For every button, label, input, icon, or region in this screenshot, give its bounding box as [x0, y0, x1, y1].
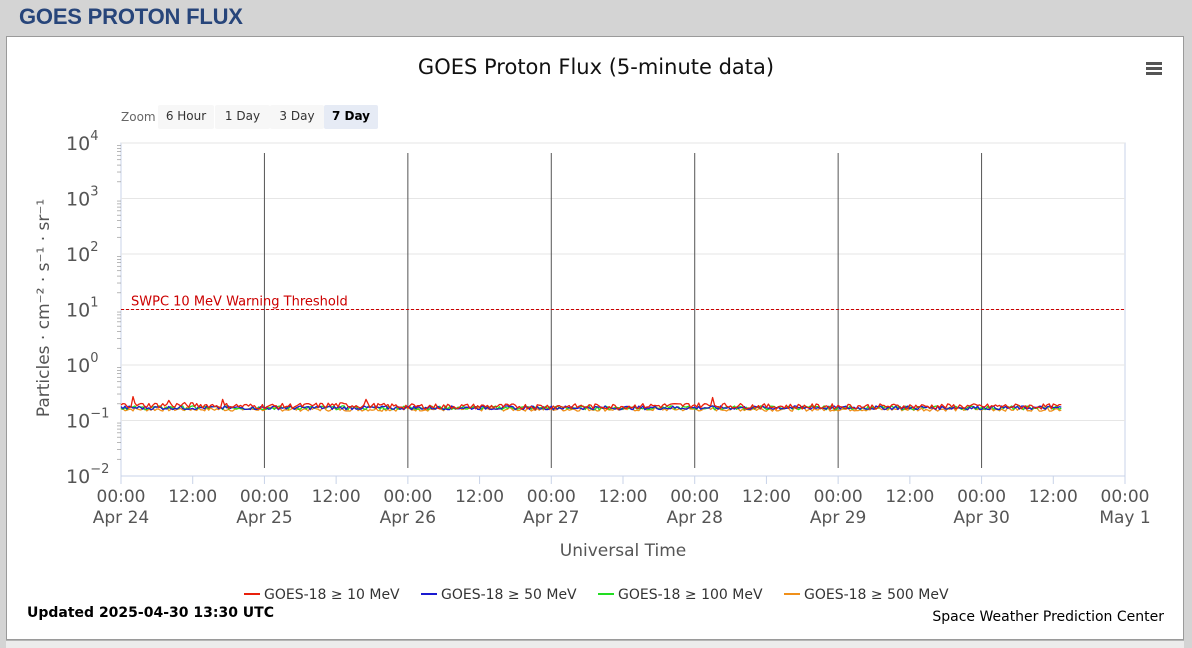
- legend-item[interactable]: GOES-18 ≥ 100 MeV: [598, 587, 763, 603]
- y-tick-label: 103: [66, 185, 98, 211]
- x-tick-label-date: Apr 30: [953, 508, 1009, 528]
- zoom-buttons: 6 Hour 1 Day 3 Day 7 Day: [158, 105, 378, 129]
- chart-title: GOES Proton Flux (5-minute data): [418, 55, 774, 79]
- x-tick-label-date: May 1: [1099, 508, 1150, 528]
- x-tick-label-date: Apr 26: [380, 508, 436, 528]
- x-tick-label-time: 12:00: [885, 487, 934, 507]
- y-tick-label: 101: [66, 296, 98, 322]
- page-title: GOES PROTON FLUX: [19, 4, 243, 29]
- zoom-button-label: 6 Hour: [166, 109, 206, 123]
- legend-item[interactable]: GOES-18 ≥ 500 MeV: [784, 587, 949, 603]
- y-tick-label: 10−2: [66, 462, 109, 488]
- x-tick-label-date: Apr 27: [523, 508, 579, 528]
- legend-item[interactable]: GOES-18 ≥ 50 MeV: [421, 587, 577, 603]
- zoom-button-label: 1 Day: [225, 109, 260, 123]
- x-tick-label-time: 00:00: [97, 487, 146, 507]
- zoom-1-day-button[interactable]: 1 Day: [215, 105, 270, 129]
- y-tick-label: 102: [66, 240, 98, 266]
- x-tick-label-time: 12:00: [455, 487, 504, 507]
- x-tick-label-time: 12:00: [312, 487, 361, 507]
- series-line-1: [120, 395, 1062, 410]
- x-tick-label-time: 00:00: [670, 487, 719, 507]
- x-tick-label-time: 12:00: [599, 487, 648, 507]
- x-tick-label-time: 12:00: [742, 487, 791, 507]
- legend-label: GOES-18 ≥ 50 MeV: [441, 587, 577, 603]
- x-tick-label-time: 12:00: [168, 487, 217, 507]
- x-tick-label-time: 00:00: [1101, 487, 1150, 507]
- threshold-label: SWPC 10 MeV Warning Threshold: [131, 295, 348, 310]
- series-lines: [120, 395, 1062, 412]
- zoom-label: Zoom: [121, 110, 156, 124]
- y-axis-title: Particles · cm⁻² · s⁻¹ · sr⁻¹: [34, 199, 54, 417]
- zoom-button-label: 7 Day: [332, 109, 370, 123]
- zoom-3-day-button[interactable]: 3 Day: [270, 105, 324, 129]
- day-dividers: [263, 153, 983, 468]
- x-tick-label-date: Apr 25: [236, 508, 292, 528]
- x-tick-label-date: Apr 28: [666, 508, 722, 528]
- hamburger-menu-icon[interactable]: [1146, 62, 1162, 75]
- next-panel-edge: [6, 640, 1184, 648]
- x-tick-label-time: 12:00: [1029, 487, 1078, 507]
- y-tick-label: 100: [66, 351, 98, 377]
- x-tick-label-date: Apr 29: [810, 508, 866, 528]
- zoom-6-hour-button[interactable]: 6 Hour: [158, 105, 214, 129]
- legend: GOES-18 ≥ 10 MeV GOES-18 ≥ 50 MeV GOES-18 …: [244, 587, 949, 603]
- y-tick-label: 10−1: [66, 407, 109, 433]
- x-tick-label-date: Apr 24: [93, 508, 149, 528]
- x-axis-title: Universal Time: [560, 541, 686, 561]
- x-tick-label-time: 00:00: [957, 487, 1006, 507]
- legend-label: GOES-18 ≥ 100 MeV: [618, 587, 763, 603]
- updated-timestamp: Updated 2025-04-30 13:30 UTC: [27, 605, 274, 621]
- x-tick-label-time: 00:00: [527, 487, 576, 507]
- zoom-button-label: 3 Day: [279, 109, 314, 123]
- x-tick-label-time: 00:00: [383, 487, 432, 507]
- credit-label: Space Weather Prediction Center: [932, 609, 1164, 625]
- legend-item[interactable]: GOES-18 ≥ 10 MeV: [244, 587, 400, 603]
- zoom-7-day-button[interactable]: 7 Day: [324, 105, 378, 129]
- page-header: GOES PROTON FLUX: [0, 0, 1192, 34]
- legend-label: GOES-18 ≥ 500 MeV: [804, 587, 949, 603]
- warning-threshold: SWPC 10 MeV Warning Threshold: [121, 295, 1125, 310]
- y-axis: 104 103 102 101 100 10−1 10−2: [66, 129, 109, 488]
- legend-label: GOES-18 ≥ 10 MeV: [264, 587, 400, 603]
- y-tick-label: 104: [66, 129, 98, 155]
- x-tick-label-time: 00:00: [814, 487, 863, 507]
- x-tick-label-time: 00:00: [240, 487, 289, 507]
